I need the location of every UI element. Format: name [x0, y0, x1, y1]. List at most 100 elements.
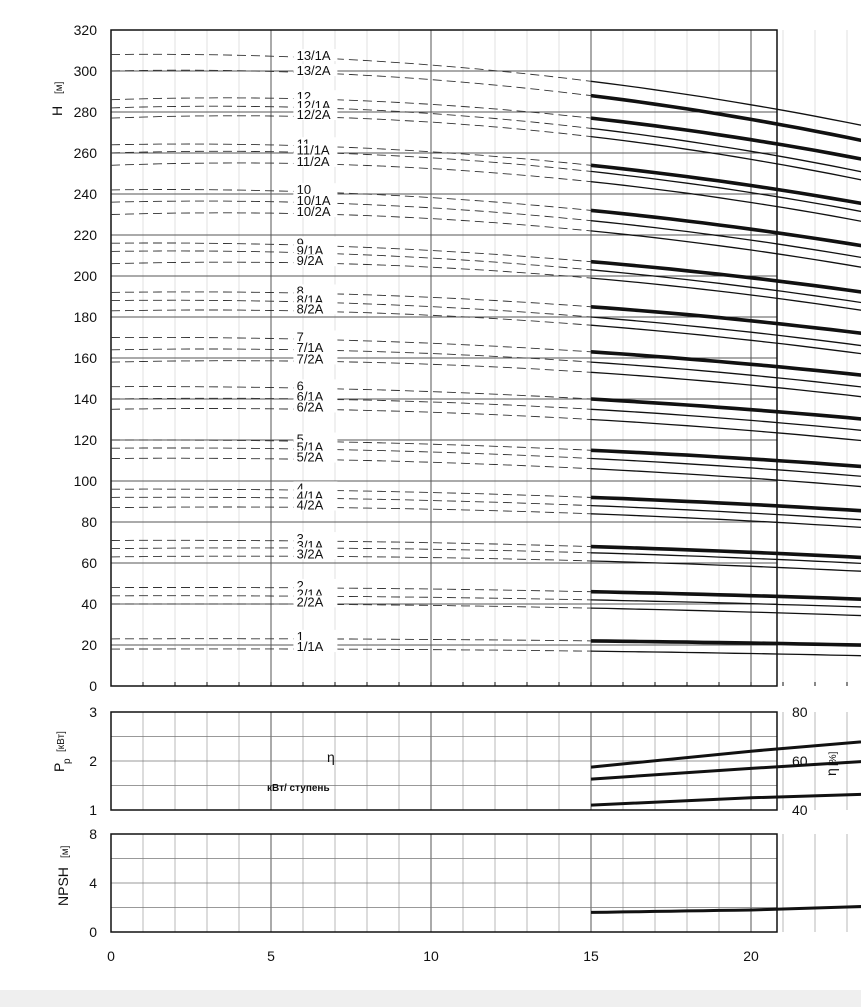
head-curve-extension [110, 587, 592, 593]
curve-label: 7/1A [297, 340, 324, 355]
y-axis-label: H [49, 106, 65, 116]
y2-tick-label: 80 [792, 704, 808, 720]
kw-per-stage-annotation: кВт/ ступень [267, 783, 330, 794]
curve-label-bg [293, 183, 338, 196]
y-tick-label: 220 [74, 227, 98, 243]
head-curve [590, 560, 861, 572]
curve-label-bg [293, 629, 338, 642]
head-curve-extension [110, 200, 592, 222]
head-curve-extension [110, 447, 592, 459]
head-curve [590, 513, 861, 529]
curve-label-bg [293, 98, 338, 111]
curve-label: 3 [297, 531, 304, 546]
head-curve [590, 259, 861, 294]
curve-label-bg [293, 489, 338, 502]
head-curve-extension [110, 242, 592, 263]
curve-label-bg [293, 595, 338, 608]
head-curve [590, 495, 861, 513]
plot-frame [110, 711, 778, 811]
head-curve-extension [110, 603, 592, 609]
head-curve [590, 589, 861, 601]
head-curve-extension [110, 69, 592, 97]
head-curve [590, 599, 861, 608]
head-curve [590, 361, 861, 388]
head-curve [590, 448, 861, 469]
head-curve [590, 93, 861, 143]
curve-label: 4/2A [297, 497, 324, 512]
head-curve [590, 408, 861, 431]
y-tick-label: 40 [81, 596, 97, 612]
head-curve-extension [110, 299, 592, 318]
curve-label: 7/2A [297, 351, 324, 366]
curve-label: 6 [297, 378, 304, 393]
head-curve-extension [110, 648, 592, 652]
y-tick-label: 2 [89, 753, 97, 769]
head-curve [590, 552, 861, 565]
y-tick-label: 300 [74, 63, 98, 79]
head-curve-extension [110, 53, 592, 82]
y-tick-label: 260 [74, 145, 98, 161]
y-tick-label: 20 [81, 637, 97, 653]
head-curve-extension [110, 408, 592, 420]
head-curve-extension [110, 555, 592, 562]
head-curve [590, 163, 861, 206]
curve-label-bg [293, 640, 338, 653]
head-curve-extension [110, 386, 592, 400]
curve-label: 8/2A [297, 301, 324, 316]
power-efficiency-curve [590, 760, 861, 781]
head-curve-extension [110, 539, 592, 548]
head-curve [590, 371, 861, 398]
head-curve [590, 208, 861, 248]
curve-label: 11/1A [297, 143, 330, 158]
curve-label: 1 [297, 629, 304, 644]
x-tick-label: 20 [743, 948, 759, 964]
curve-label: 10/1A [297, 193, 331, 208]
head-curve [590, 324, 861, 355]
x-tick-label: 5 [267, 948, 275, 964]
head-curve-extension [110, 496, 592, 507]
head-curve [590, 504, 861, 521]
y-tick-label: 320 [74, 22, 98, 38]
y2-axis-label: η [823, 768, 839, 776]
head-curve [590, 277, 861, 311]
head-curve [590, 170, 861, 213]
curve-label: 9/2A [297, 253, 324, 268]
curve-label: 11/2A [297, 154, 330, 169]
power-efficiency-curve [590, 792, 861, 807]
y-tick-label: 280 [74, 104, 98, 120]
curve-label-bg [293, 254, 338, 267]
curve-label: 9 [297, 236, 304, 251]
curve-label-bg [293, 302, 338, 315]
power-efficiency-curve [590, 740, 861, 769]
curve-label-bg [293, 379, 338, 392]
curve-label-bg [293, 352, 338, 365]
y-axis-unit: [м] [54, 81, 65, 94]
curve-label: 4 [297, 480, 304, 495]
head-curve [590, 650, 861, 657]
head-curve-extension [111, 595, 592, 601]
curve-label-bg [293, 193, 338, 206]
head-curve [590, 350, 861, 377]
y-axis-label: P [51, 763, 67, 772]
head-curve-extension [110, 261, 592, 279]
curve-label: 10/2A [297, 204, 331, 219]
head-curve [590, 639, 861, 647]
curve-label-bg [293, 330, 338, 343]
head-curve-extension [110, 506, 592, 515]
curve-label-bg [293, 400, 338, 413]
curve-label: 8 [297, 283, 304, 298]
head-curve [590, 116, 861, 161]
head-curve [590, 80, 861, 126]
head-curve-extension [110, 150, 592, 172]
y-axis-unit: [м] [60, 845, 71, 858]
x-tick-label: 10 [423, 948, 439, 964]
y-tick-label: 80 [81, 514, 97, 530]
y2-axis-unit: [%] [828, 751, 839, 766]
head-curve [590, 457, 861, 477]
head-curve [590, 305, 861, 335]
y-axis-label-sub: p [62, 758, 73, 764]
y-tick-label: 4 [89, 875, 97, 891]
y-tick-label: 120 [74, 432, 98, 448]
